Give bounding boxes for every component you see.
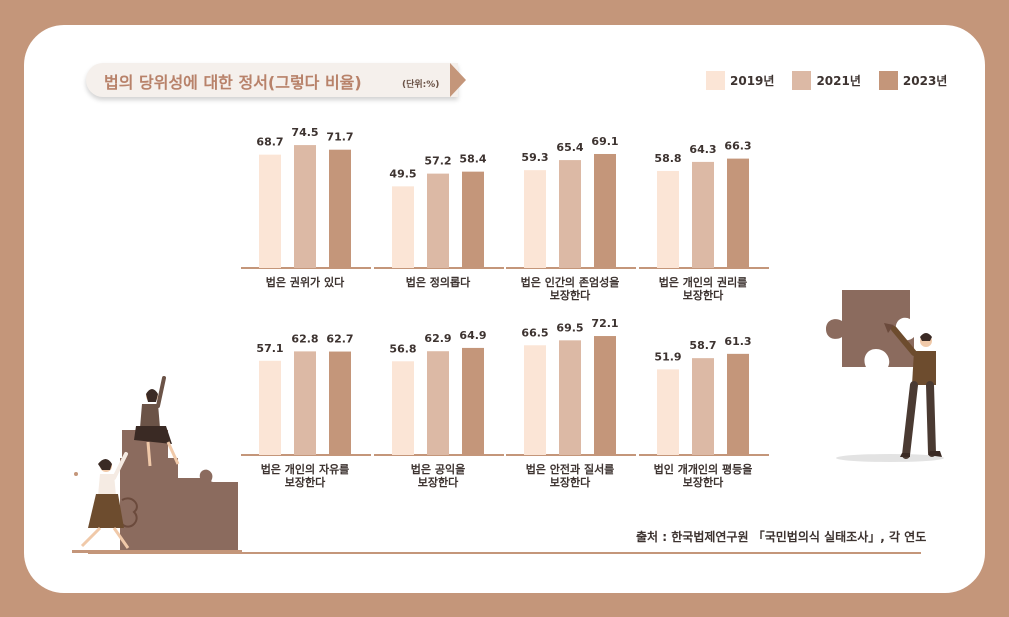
category-label-3-1: 보장한다	[683, 288, 724, 302]
data-label-5-2: 64.9	[459, 329, 486, 342]
bar-3-2	[727, 158, 749, 268]
data-label-1-2: 58.4	[459, 153, 486, 166]
category-label-2-1: 보장한다	[550, 288, 591, 302]
legend-swatch-2021	[792, 71, 812, 90]
bar-3-1	[692, 161, 714, 268]
legend-item-2021: 2021년	[792, 71, 861, 90]
data-label-2-1: 65.4	[556, 141, 583, 154]
data-label-3-1: 64.3	[689, 143, 716, 156]
legend-item-2019: 2019년	[706, 71, 774, 90]
data-label-1-0: 49.5	[389, 167, 416, 180]
category-label-6-0: 법은 안전과 질서를	[526, 462, 615, 476]
data-label-0-1: 74.5	[291, 126, 318, 139]
women-on-puzzle-illustration	[72, 376, 242, 554]
bar-1-2	[462, 171, 484, 268]
data-label-4-2: 62.7	[326, 333, 353, 346]
data-label-6-0: 66.5	[521, 326, 548, 339]
category-label-1-0: 법은 정의롭다	[406, 275, 471, 289]
category-label-7-1: 보장한다	[683, 475, 724, 489]
bar-0-0	[259, 154, 281, 268]
bar-1-0	[392, 186, 414, 268]
bar-7-1	[692, 358, 714, 455]
title-banner: 법의 당위성에 대한 정서(그렇다 비율) (단위:%)	[86, 63, 466, 97]
bar-6-0	[524, 345, 546, 455]
data-label-6-1: 69.5	[556, 321, 583, 334]
legend: 2019년 2021년 2023년	[706, 71, 947, 90]
data-label-3-2: 66.3	[724, 140, 751, 153]
bar-5-0	[392, 361, 414, 455]
legend-label-2019: 2019년	[730, 74, 775, 88]
data-label-0-2: 71.7	[326, 131, 353, 144]
title-banner-arrow	[450, 63, 466, 97]
data-label-4-0: 57.1	[256, 342, 283, 355]
data-label-0-0: 68.7	[256, 136, 283, 149]
bar-2-1	[559, 160, 581, 268]
bar-7-0	[657, 369, 679, 455]
category-label-0-0: 법은 권위가 있다	[266, 275, 345, 289]
legend-label-2021: 2021년	[816, 74, 861, 88]
bar-5-2	[462, 347, 484, 455]
category-label-5-1: 보장한다	[418, 475, 459, 489]
bar-2-2	[594, 153, 616, 268]
category-label-7-0: 법인 개개인의 평등을	[654, 462, 753, 476]
legend-swatch-2023	[878, 71, 898, 90]
chart-title: 법의 당위성에 대한 정서(그렇다 비율)	[104, 73, 362, 92]
bar-4-1	[294, 351, 316, 455]
data-label-7-0: 51.9	[654, 350, 681, 363]
category-label-4-1: 보장한다	[285, 475, 326, 489]
unit-label: (단위:%)	[402, 80, 440, 90]
data-label-3-0: 58.8	[654, 152, 681, 165]
data-label-5-0: 56.8	[389, 342, 416, 355]
source-divider	[88, 552, 921, 554]
person-with-puzzle-illustration	[826, 290, 944, 462]
data-label-4-1: 62.8	[291, 332, 318, 345]
data-label-6-2: 72.1	[591, 317, 618, 330]
data-label-7-1: 58.7	[689, 339, 716, 352]
legend-label-2023: 2023년	[902, 74, 948, 88]
category-label-3-0: 법은 개인의 권리를	[659, 275, 748, 289]
bar-3-0	[657, 170, 679, 268]
bar-6-1	[559, 340, 581, 455]
legend-swatch-2019	[706, 71, 725, 90]
category-label-6-1: 보장한다	[550, 475, 591, 489]
data-label-5-1: 62.9	[424, 332, 451, 345]
bar-6-2	[594, 336, 616, 455]
source-note: 출처 : 한국법제연구원 「국민법의식 실태조사」, 각 연도	[636, 530, 927, 544]
bar-0-1	[294, 145, 316, 268]
bar-5-1	[427, 351, 449, 455]
category-label-2-0: 법은 인간의 존엄성을	[521, 275, 620, 289]
category-label-5-0: 법은 공익을	[411, 462, 465, 476]
data-label-2-2: 69.1	[591, 135, 618, 148]
data-label-7-2: 61.3	[724, 335, 751, 348]
data-label-2-0: 59.3	[521, 151, 548, 164]
bar-1-1	[427, 173, 449, 268]
bar-7-2	[727, 353, 749, 455]
bar-4-2	[329, 351, 351, 455]
legend-item-2023: 2023년	[878, 71, 948, 90]
bar-0-2	[329, 149, 351, 268]
title-banner-background	[86, 63, 458, 97]
bar-4-0	[259, 360, 281, 455]
bar-2-0	[524, 170, 546, 268]
data-label-1-1: 57.2	[424, 155, 451, 168]
category-label-4-0: 법은 개인의 자유를	[261, 462, 350, 476]
